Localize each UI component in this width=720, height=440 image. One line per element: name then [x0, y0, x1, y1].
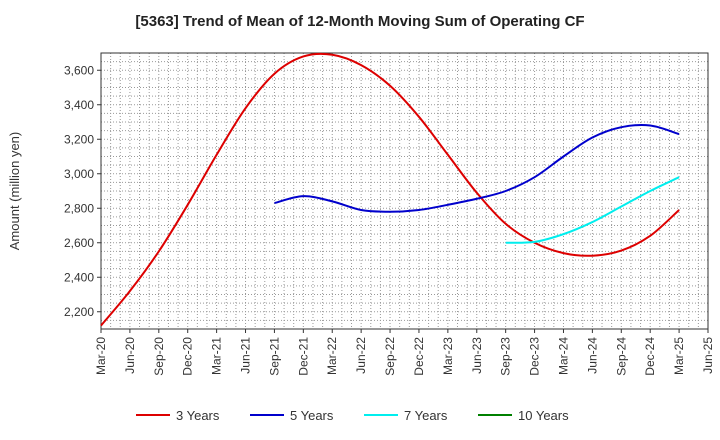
y-tick-label: 3,200	[64, 132, 94, 146]
x-tick-label: Mar-23	[441, 337, 455, 375]
x-tick-label: Mar-20	[94, 337, 108, 375]
x-tick-label: Sep-20	[152, 337, 166, 376]
x-tick-label: Dec-21	[296, 337, 310, 376]
x-tick-label: Jun-23	[470, 337, 484, 374]
y-tick-label: 2,400	[64, 270, 94, 284]
x-tick-label: Mar-21	[210, 337, 224, 375]
series-line-7-years	[505, 176, 680, 244]
x-tick-label: Sep-24	[614, 337, 628, 376]
y-axis-label: Amount (million yen)	[7, 132, 22, 251]
x-tick-label: Jun-25	[701, 337, 715, 374]
legend-label-10-years: 10 Years	[518, 408, 569, 423]
series-line-3-years	[100, 52, 680, 327]
y-ticks: 2,200 2,400 2,600 2,800 3,000 3,200 3,400 3,600	[64, 63, 101, 319]
series-lines	[100, 52, 680, 327]
x-tick-label: Dec-22	[412, 337, 426, 376]
x-tick-label: Dec-20	[181, 337, 195, 376]
legend-label-5-years: 5 Years	[290, 408, 334, 423]
y-tick-label: 2,200	[64, 305, 94, 319]
chart-title: [5363] Trend of Mean of 12-Month Moving …	[135, 13, 585, 30]
x-tick-label: Jun-24	[585, 337, 599, 374]
x-tick-label: Mar-25	[672, 337, 686, 375]
x-tick-label: Sep-21	[267, 337, 281, 376]
y-tick-label: 2,800	[64, 201, 94, 215]
y-tick-label: 2,600	[64, 236, 94, 250]
legend: 3 Years 5 Years 7 Years 10 Years	[136, 408, 569, 423]
series-line-5-years	[274, 123, 680, 213]
x-tick-label: Jun-22	[354, 337, 368, 374]
x-tick-label: Jun-20	[123, 337, 137, 374]
x-tick-label: Dec-24	[643, 337, 657, 376]
y-tick-label: 3,400	[64, 98, 94, 112]
x-tick-label: Jun-21	[239, 337, 253, 374]
y-tick-label: 3,000	[64, 167, 94, 181]
legend-label-7-years: 7 Years	[404, 408, 448, 423]
y-tick-label: 3,600	[64, 63, 94, 77]
x-tick-label: Sep-22	[383, 337, 397, 376]
x-tick-label: Mar-22	[325, 337, 339, 375]
plot-frame	[100, 52, 709, 330]
x-tick-label: Sep-23	[499, 337, 513, 376]
x-ticks: Mar-20 Jun-20 Sep-20 Dec-20 Mar-21 Jun-21 Sep-…	[94, 329, 715, 376]
x-tick-label: Dec-23	[528, 337, 542, 376]
x-tick-label: Mar-24	[556, 337, 570, 375]
grid	[101, 53, 708, 329]
legend-label-3-years: 3 Years	[176, 408, 220, 423]
